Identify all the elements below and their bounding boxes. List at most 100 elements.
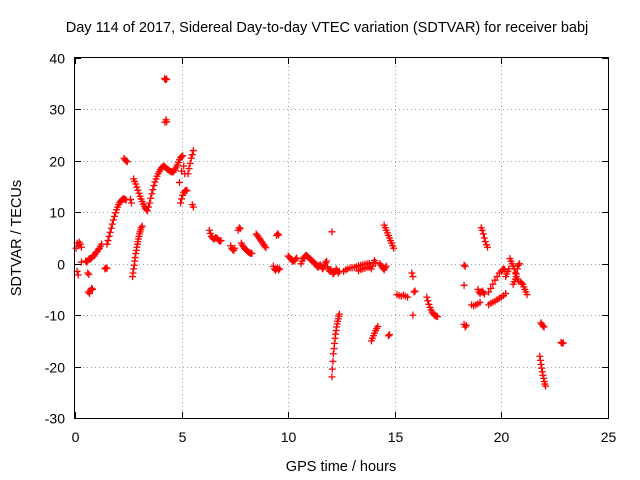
data-point (184, 170, 192, 178)
data-point (478, 226, 486, 234)
data-point (327, 266, 335, 274)
data-point (236, 225, 244, 233)
data-point (150, 182, 158, 190)
data-point (261, 242, 269, 250)
data-point (489, 280, 497, 288)
data-point (186, 159, 194, 167)
y-tick-label: 30 (49, 102, 65, 118)
data-point (384, 332, 392, 340)
data-point (77, 243, 85, 251)
data-point (235, 224, 243, 232)
y-tick-label: 10 (49, 205, 65, 221)
data-point (138, 222, 146, 230)
data-point (329, 357, 337, 365)
data-point (275, 266, 283, 274)
data-point (410, 288, 418, 296)
data-point (179, 152, 187, 160)
data-point (217, 237, 225, 245)
data-point (461, 323, 469, 331)
data-point (460, 261, 468, 269)
data-point (178, 195, 186, 203)
data-point (122, 157, 130, 165)
data-point (368, 262, 376, 270)
data-point (480, 234, 488, 242)
data-point (335, 310, 343, 318)
data-point (409, 273, 417, 281)
data-point (137, 224, 145, 232)
data-point (408, 269, 416, 277)
data-point (108, 220, 116, 228)
data-point (491, 276, 499, 284)
data-point (135, 189, 143, 197)
data-point (109, 216, 117, 224)
y-tick-label: -10 (45, 308, 65, 324)
data-point (409, 311, 417, 319)
chart-title: Day 114 of 2017, Sidereal Day-to-day VTE… (66, 20, 589, 36)
data-point (163, 75, 171, 83)
data-point (385, 331, 393, 339)
data-point (275, 231, 283, 239)
data-point (381, 264, 389, 272)
data-point (103, 264, 111, 272)
y-tick-label: 0 (57, 257, 65, 273)
data-point (462, 321, 470, 329)
data-point (411, 287, 419, 295)
data-point (231, 244, 239, 252)
data-point (514, 261, 522, 269)
data-point (485, 288, 493, 296)
data-point (148, 190, 156, 198)
data-point (328, 365, 336, 373)
data-point (262, 244, 270, 252)
data-point (518, 279, 526, 287)
data-point (423, 293, 431, 301)
data-point (163, 118, 171, 126)
data-point (149, 186, 157, 194)
data-point (132, 180, 140, 188)
data-point (178, 153, 186, 161)
data-point (183, 187, 191, 195)
data-point (88, 284, 96, 292)
data-point (511, 275, 519, 283)
x-axis-label: GPS time / hours (286, 459, 396, 475)
data-point (324, 263, 332, 271)
data-point (425, 300, 433, 308)
y-tick-label: 20 (49, 154, 65, 170)
data-point (127, 199, 135, 207)
data-point (104, 237, 112, 245)
x-tick-label: 20 (494, 429, 510, 445)
data-point (433, 313, 441, 321)
x-tick-label: 25 (601, 429, 617, 445)
data-point (85, 290, 93, 298)
data-point (493, 273, 501, 281)
data-point (559, 339, 567, 347)
data-point (318, 265, 326, 273)
data-point (103, 240, 111, 248)
data-point (487, 284, 495, 292)
y-tick-label: -30 (45, 411, 65, 427)
data-point (106, 228, 114, 236)
data-point (382, 262, 390, 270)
data-point (76, 240, 84, 248)
data-point (511, 269, 519, 277)
data-point (134, 186, 142, 194)
data-point (404, 293, 412, 301)
data-point (293, 254, 301, 262)
data-point (74, 271, 82, 279)
data-point (88, 285, 96, 293)
data-point (85, 271, 93, 279)
data-point (539, 322, 547, 330)
axis-ticks: 0 5 10 15 20 25 -30 -20 -10 0 10 20 30 40 (45, 51, 617, 446)
x-tick-label: 15 (388, 429, 404, 445)
gridlines (75, 58, 608, 418)
x-tick-label: 0 (72, 429, 80, 445)
data-point (274, 230, 282, 238)
data-point (151, 178, 159, 186)
data-point (390, 244, 398, 252)
data-point (133, 183, 141, 191)
data-point (334, 269, 342, 277)
x-tick-label: 10 (281, 429, 297, 445)
y-axis-label: SDTVAR / TECUs (9, 180, 25, 296)
data-point (187, 154, 195, 162)
x-tick-label: 5 (179, 429, 187, 445)
data-point (328, 373, 336, 381)
